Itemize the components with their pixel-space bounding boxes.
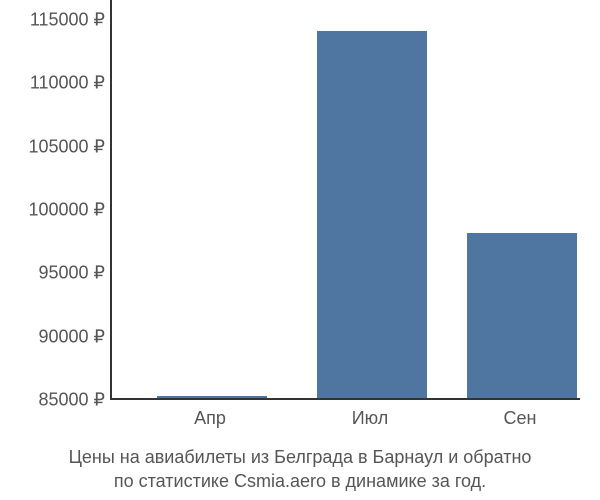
- x-tick-label: Апр: [194, 408, 226, 429]
- bar: [467, 233, 577, 398]
- y-tick-label: 105000 ₽: [28, 136, 105, 157]
- x-tick-label: Сен: [504, 408, 537, 429]
- y-tick-label: 100000 ₽: [28, 200, 105, 221]
- y-tick-label: 90000 ₽: [38, 326, 105, 347]
- y-axis: 85000 ₽ 90000 ₽ 95000 ₽ 100000 ₽ 105000 ₽ 110…: [0, 0, 105, 440]
- bar: [157, 396, 267, 398]
- caption-line-2: по статистике Csmia.aero в динамике за г…: [114, 471, 486, 491]
- bar: [317, 31, 427, 398]
- x-tick-label: Июл: [352, 408, 389, 429]
- y-tick-label: 95000 ₽: [38, 263, 105, 284]
- bar-chart: 85000 ₽ 90000 ₽ 95000 ₽ 100000 ₽ 105000 ₽ 110…: [0, 0, 600, 440]
- plot-area: [110, 0, 580, 400]
- y-tick-label: 115000 ₽: [30, 10, 105, 31]
- y-tick-label: 110000 ₽: [30, 73, 105, 94]
- y-tick-label: 85000 ₽: [38, 390, 105, 411]
- chart-caption: Цены на авиабилеты из Белграда в Барнаул…: [0, 445, 600, 494]
- caption-line-1: Цены на авиабилеты из Белграда в Барнаул…: [69, 447, 532, 467]
